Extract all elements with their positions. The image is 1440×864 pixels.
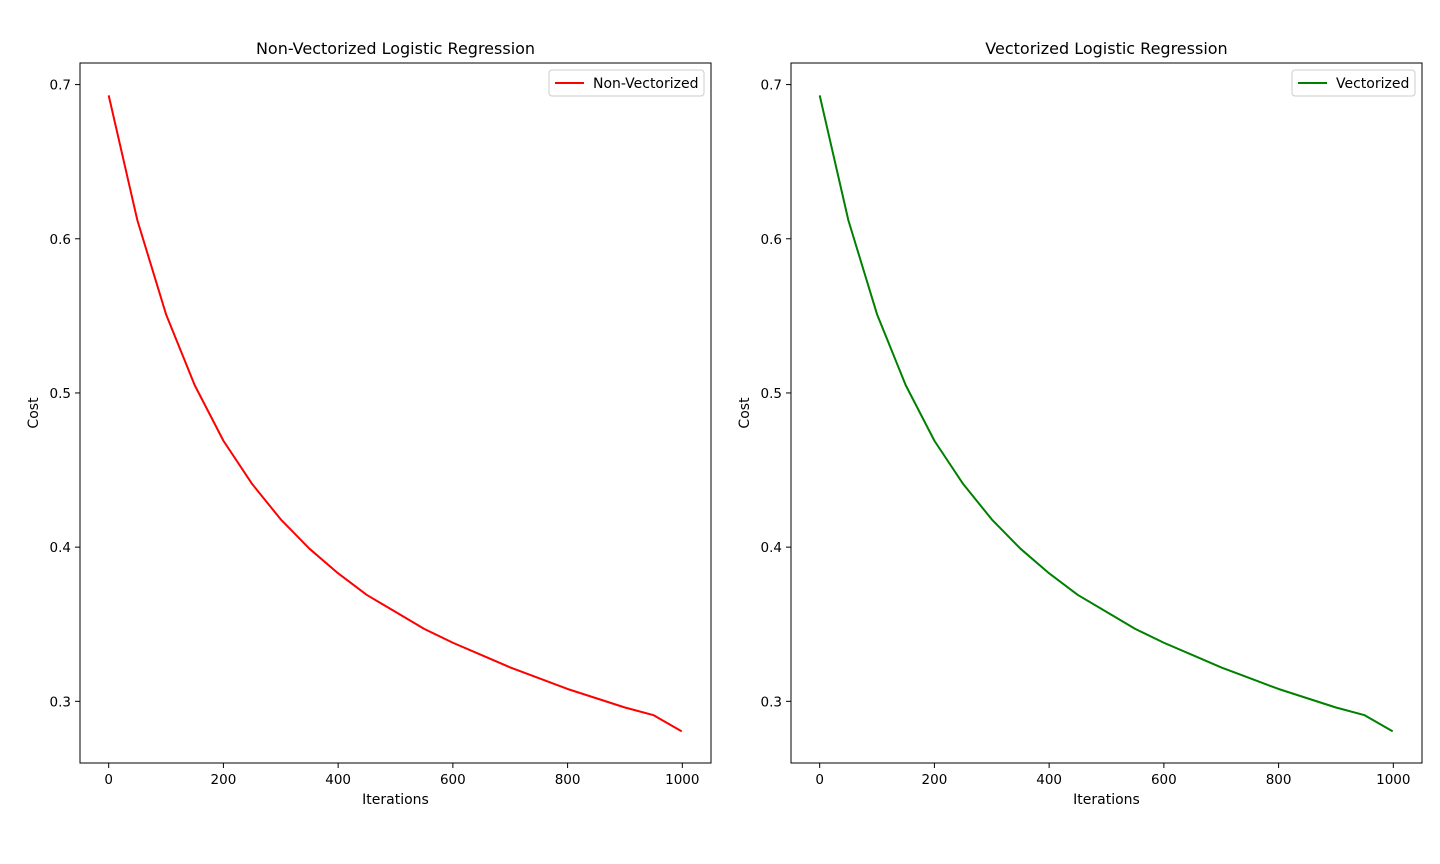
y-tick-label: 0.4 <box>761 540 782 556</box>
x-tick-label: 800 <box>555 772 581 788</box>
x-tick-label: 200 <box>922 772 948 788</box>
y-tick-label: 0.5 <box>761 386 782 402</box>
x-tick-label: 600 <box>440 772 466 788</box>
plot-frame <box>79 62 712 764</box>
x-tick-label: 400 <box>325 772 351 788</box>
x-tick-label: 0 <box>815 772 824 788</box>
legend-box <box>548 69 705 97</box>
x-tick-label: 400 <box>1036 772 1062 788</box>
legend-label: Vectorized <box>1336 76 1409 92</box>
y-tick-label: 0.7 <box>761 78 782 94</box>
y-tick-label: 0.3 <box>761 694 782 710</box>
x-tick-label: 800 <box>1266 772 1292 788</box>
y-axis-label: Cost <box>737 397 753 429</box>
y-tick-label: 0.6 <box>50 232 71 248</box>
legend-box <box>1291 69 1416 97</box>
y-tick-label: 0.6 <box>761 232 782 248</box>
series-line-non-vectorized <box>107 95 683 733</box>
chart-title: Vectorized Logistic Regression <box>985 39 1227 58</box>
y-tick-label: 0.7 <box>50 78 71 94</box>
x-tick-label: 200 <box>211 772 237 788</box>
x-tick-label: 0 <box>104 772 113 788</box>
chart-panel-1: Non-Vectorized Logistic Regression 0 200 40… <box>26 39 712 808</box>
chart-panel-2: Vectorized Logistic Regression 0 200 400 600… <box>737 39 1423 808</box>
y-tick-label: 0.5 <box>50 386 71 402</box>
plot-frame <box>790 62 1423 764</box>
y-axis-label: Cost <box>26 397 42 429</box>
x-axis-label: Iterations <box>362 792 429 808</box>
legend: Non-Vectorized <box>548 69 705 97</box>
x-tick-label: 600 <box>1151 772 1177 788</box>
y-tick-label: 0.3 <box>50 694 71 710</box>
legend-label: Non-Vectorized <box>593 76 699 92</box>
series-line-vectorized <box>818 95 1394 733</box>
chart-title: Non-Vectorized Logistic Regression <box>256 39 535 58</box>
x-tick-label: 1000 <box>1376 772 1410 788</box>
legend: Vectorized <box>1291 69 1416 97</box>
x-tick-label: 1000 <box>665 772 699 788</box>
y-tick-label: 0.4 <box>50 540 71 556</box>
x-axis-label: Iterations <box>1073 792 1140 808</box>
